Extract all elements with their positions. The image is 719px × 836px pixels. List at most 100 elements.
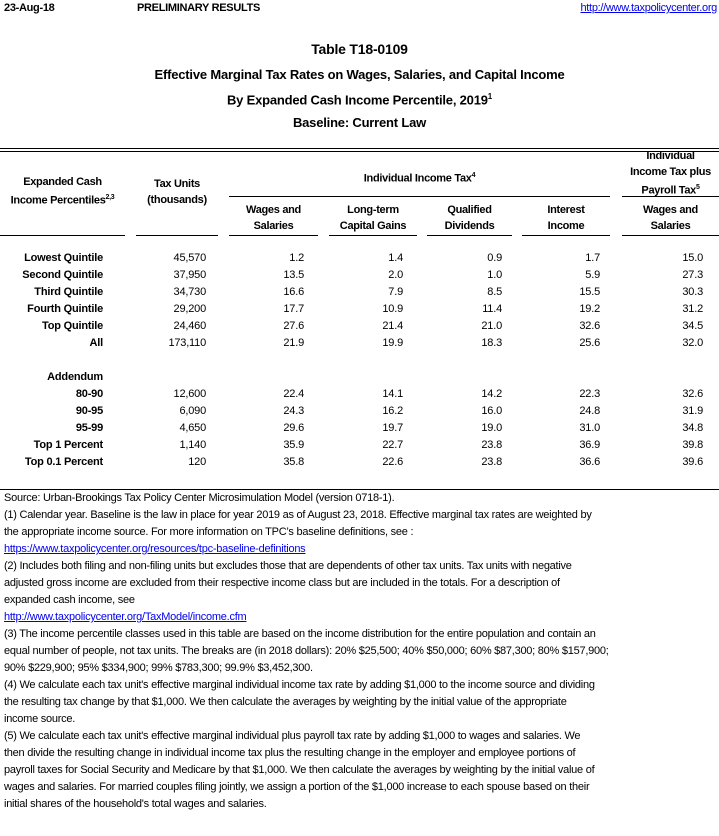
- cell-units: 4,650: [179, 422, 206, 434]
- cell-wages: 27.6: [283, 320, 304, 332]
- table-row: Top Quintile 24,460 27.6 21.4 21.0 32.6 34.5: [0, 320, 719, 337]
- column-rule: [522, 235, 610, 236]
- cell-wages: 22.4: [283, 388, 304, 400]
- header-individual-income-tax: Individual Income Tax4: [229, 168, 610, 187]
- cell-wages: 24.3: [283, 405, 304, 417]
- cell-payroll-wages: 27.3: [682, 269, 703, 281]
- column-rule: [136, 235, 218, 236]
- footnote-line: income source.: [4, 713, 76, 725]
- cell-wages: 35.9: [283, 439, 304, 451]
- header-text: Wages and: [643, 204, 698, 216]
- footnote-line: (4) We calculate each tax unit's effecti…: [4, 679, 595, 691]
- footnote-line: Source: Urban-Brookings Tax Policy Cente…: [4, 492, 395, 504]
- cell-interest: 36.9: [579, 439, 600, 451]
- cell-wages: 1.2: [289, 252, 304, 264]
- cell-ltcg: 19.7: [382, 422, 403, 434]
- footnote-line: (5) We calculate each tax unit's effecti…: [4, 730, 581, 742]
- cell-payroll-wages: 34.8: [682, 422, 703, 434]
- table-row: 80-90 12,600 22.4 14.1 14.2 22.3 32.6: [0, 388, 719, 405]
- footnote-line: expanded cash income, see: [4, 594, 135, 606]
- cell-units: 6,090: [179, 405, 206, 417]
- baseline-label: Baseline: Current Law: [292, 115, 427, 130]
- footnote-link[interactable]: https://www.taxpolicycenter.org/resource…: [4, 543, 306, 555]
- column-rule: [622, 235, 719, 236]
- table-subtitle: By Expanded Cash Income Percentile, 2019…: [0, 92, 719, 107]
- column-rule: [229, 235, 318, 236]
- cell-ltcg: 22.7: [382, 439, 403, 451]
- header-text: Long-term: [347, 204, 399, 216]
- cell-qd: 19.0: [481, 422, 502, 434]
- tpc-website-link[interactable]: http://www.taxpolicycenter.org: [580, 2, 717, 14]
- row-label: 90-95: [75, 405, 103, 417]
- header-payroll-wages: Wages and Salaries: [622, 202, 719, 234]
- cell-ltcg: 2.0: [388, 269, 403, 281]
- cell-qd: 8.5: [487, 286, 502, 298]
- cell-ltcg: 10.9: [382, 303, 403, 315]
- addendum-heading: Addendum: [0, 371, 719, 388]
- footnote-line: (3) The income percentile classes used i…: [4, 628, 596, 640]
- cell-payroll-wages: 15.0: [682, 252, 703, 264]
- footnote-line: then divide the resulting change in indi…: [4, 747, 576, 759]
- cell-interest: 25.6: [579, 337, 600, 349]
- header-tax-units: Tax Units (thousands): [136, 176, 218, 208]
- footnote-line: initial shares of the household's total …: [4, 798, 267, 810]
- cell-qd: 14.2: [481, 388, 502, 400]
- footnote-line: payroll taxes for Social Security and Me…: [4, 764, 595, 776]
- row-label: Addendum: [47, 371, 103, 383]
- row-label: Third Quintile: [34, 286, 103, 298]
- table-title: Effective Marginal Tax Rates on Wages, S…: [154, 67, 565, 82]
- header-text: Income Tax plus: [630, 166, 711, 178]
- cell-payroll-wages: 31.2: [682, 303, 703, 315]
- table-row: Fourth Quintile 29,200 17.7 10.9 11.4 19.2 31.…: [0, 303, 719, 320]
- subtitle-text: By Expanded Cash Income Percentile, 2019: [226, 92, 488, 108]
- cell-payroll-wages: 31.9: [682, 405, 703, 417]
- header-text: (thousands): [147, 194, 207, 206]
- header-payroll-group: Individual Income Tax plus Payroll Tax5: [622, 148, 719, 199]
- column-rule: [329, 235, 417, 236]
- cell-units: 1,140: [179, 439, 206, 451]
- header-text: Individual: [646, 150, 695, 162]
- row-label: Top 0.1 Percent: [24, 456, 103, 468]
- row-label: Lowest Quintile: [24, 252, 103, 264]
- cell-interest: 24.8: [579, 405, 600, 417]
- row-label: Top 1 Percent: [33, 439, 104, 451]
- cell-units: 120: [188, 456, 206, 468]
- cell-interest: 32.6: [579, 320, 600, 332]
- header-text: Qualified: [447, 204, 492, 216]
- cell-qd: 11.4: [482, 303, 502, 315]
- cell-qd: 23.8: [481, 456, 502, 468]
- cell-payroll-wages: 39.6: [682, 456, 703, 468]
- header-ltcg: Long-term Capital Gains: [329, 202, 417, 234]
- cell-qd: 21.0: [481, 320, 502, 332]
- header-text: Interest: [547, 204, 585, 216]
- header-text: Tax Units: [154, 178, 200, 190]
- cell-units: 173,110: [168, 337, 206, 349]
- group-rule: [229, 196, 610, 197]
- cell-interest: 36.6: [579, 456, 600, 468]
- footnote-ref: 4: [471, 172, 476, 179]
- footnote-link[interactable]: http://www.taxpolicycenter.org/TaxModel/…: [4, 611, 247, 623]
- header-text: Salaries: [253, 220, 294, 232]
- preliminary-label: PRELIMINARY RESULTS: [137, 2, 261, 14]
- footnote-line: the appropriate income source. For more …: [4, 526, 414, 538]
- footnote-line: equal number of people, not tax units. T…: [4, 645, 609, 657]
- header-text: Capital Gains: [339, 220, 407, 232]
- header-interest: Interest Income: [522, 202, 610, 234]
- header-dividends: Qualified Dividends: [427, 202, 512, 234]
- cell-units: 34,730: [173, 286, 207, 298]
- cell-wages: 16.6: [283, 286, 304, 298]
- row-label: 80-90: [75, 388, 103, 400]
- column-rule: [427, 235, 512, 236]
- cell-interest: 22.3: [579, 388, 600, 400]
- cell-interest: 19.2: [579, 303, 600, 315]
- cell-wages: 21.9: [283, 337, 304, 349]
- cell-payroll-wages: 32.0: [682, 337, 703, 349]
- header-percentiles: Expanded Cash Income Percentiles2,3: [0, 174, 125, 209]
- cell-ltcg: 21.4: [382, 320, 403, 332]
- cell-qd: 1.0: [487, 269, 502, 281]
- header-text: Individual Income Tax: [363, 172, 472, 185]
- group-rule: [622, 196, 719, 197]
- cell-qd: 16.0: [481, 405, 502, 417]
- table-row: Third Quintile 34,730 16.6 7.9 8.5 15.5 30.3: [0, 286, 719, 303]
